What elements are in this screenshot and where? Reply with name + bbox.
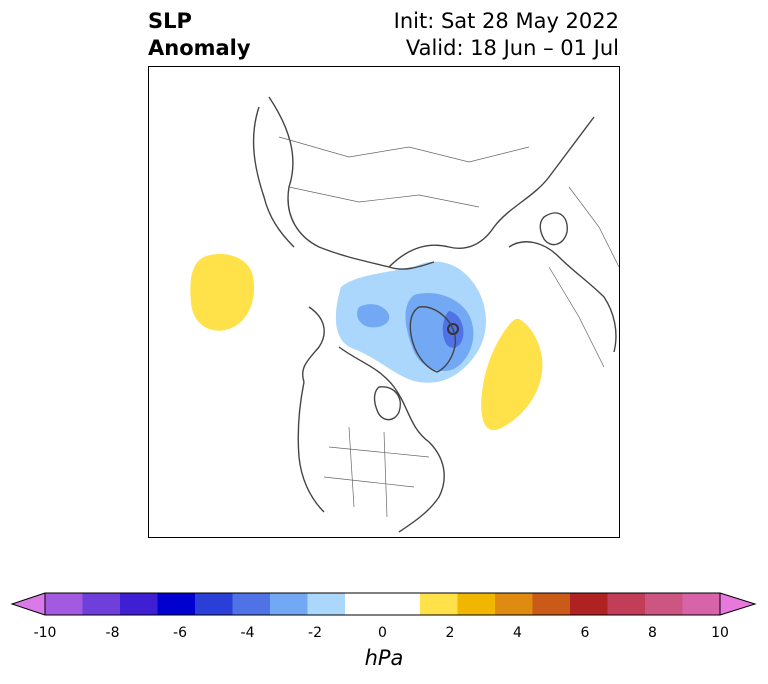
colorbar-cell bbox=[570, 593, 608, 615]
colorbar-tick-label: 10 bbox=[711, 625, 729, 641]
alaska-coast bbox=[302, 306, 325, 383]
colorbar-tick-label: 8 bbox=[648, 625, 657, 641]
positive-anomaly-atlantic bbox=[481, 318, 543, 431]
colorbar-cell bbox=[457, 593, 496, 615]
colorbar-cell bbox=[645, 593, 683, 615]
europe-coast bbox=[508, 241, 617, 353]
colorbar-cell bbox=[345, 593, 383, 615]
colorbar-cells bbox=[45, 593, 721, 615]
colorbar-tick-label: 2 bbox=[445, 625, 455, 641]
colorbar-left-arrow bbox=[12, 593, 45, 615]
colorbar-cell bbox=[270, 593, 308, 615]
border-7 bbox=[548, 266, 605, 368]
colorbar-cell bbox=[120, 593, 158, 615]
colorbar-cell bbox=[682, 593, 721, 615]
colorbar-cell bbox=[307, 593, 346, 615]
colorbar-cell bbox=[382, 593, 421, 615]
colorbar-right-arrow bbox=[720, 593, 755, 615]
colorbar-cell bbox=[232, 593, 271, 615]
negative-anomaly-middle bbox=[405, 293, 474, 372]
canada-arctic-coast bbox=[338, 346, 430, 443]
valid-range: Valid: 18 Jun – 01 Jul bbox=[405, 36, 619, 60]
coastlines bbox=[252, 96, 617, 533]
border-2 bbox=[288, 186, 480, 208]
greenland-coast bbox=[409, 306, 456, 373]
positive-anomaly-pacific bbox=[190, 254, 254, 331]
colorbar-tick-label: 6 bbox=[580, 625, 590, 641]
border-6 bbox=[383, 431, 388, 518]
colorbar-tick-label: -2 bbox=[308, 625, 322, 641]
border-8 bbox=[568, 186, 619, 268]
colorbar-right-arrow-outline bbox=[719, 592, 757, 616]
title-slp: SLP bbox=[148, 9, 192, 33]
init-date: Init: Sat 28 May 2022 bbox=[393, 9, 619, 33]
border-4 bbox=[323, 476, 415, 488]
siberia-coast bbox=[388, 116, 595, 268]
colorbar-outline bbox=[44, 592, 721, 616]
title-left: SLP Anomaly bbox=[148, 8, 251, 62]
colorbar-cell bbox=[420, 593, 458, 615]
map-panel bbox=[148, 66, 620, 538]
colorbar-tick-label: -4 bbox=[240, 625, 255, 641]
colorbar-cell bbox=[157, 593, 196, 615]
colorbar-cell bbox=[607, 593, 646, 615]
map-canvas bbox=[190, 96, 619, 533]
colorbar-cell bbox=[82, 593, 121, 615]
anomaly-center-marker bbox=[447, 323, 459, 335]
hudson-bay bbox=[373, 386, 401, 421]
colorbar-tick-label: 4 bbox=[513, 625, 522, 641]
eurasia-coast bbox=[268, 96, 435, 270]
negative-anomaly-west-lobe bbox=[357, 304, 390, 328]
scandinavia bbox=[539, 212, 568, 246]
colorbar-cell bbox=[532, 593, 571, 615]
colorbar-cell bbox=[495, 593, 533, 615]
political-borders bbox=[278, 136, 619, 518]
colorbar-unit: hPa bbox=[364, 646, 404, 670]
colorbar-tick-label: -6 bbox=[173, 625, 187, 641]
title-anomaly: Anomaly bbox=[148, 36, 251, 60]
colorbar-tick-label: -8 bbox=[105, 625, 120, 641]
colorbar-cell bbox=[45, 593, 83, 615]
border-1 bbox=[278, 136, 530, 163]
border-5 bbox=[348, 426, 355, 508]
east-asia-coast bbox=[252, 106, 295, 248]
border-3 bbox=[328, 446, 430, 458]
colorbar-cell bbox=[195, 593, 233, 615]
colorbar-left-arrow-outline bbox=[10, 592, 46, 616]
title-right: Init: Sat 28 May 2022 Valid: 18 Jun – 01… bbox=[394, 8, 619, 62]
colorbar bbox=[10, 592, 757, 616]
north-america-east-coast bbox=[398, 441, 445, 533]
colorbar-tick-label: 0 bbox=[378, 625, 387, 641]
colorbar-tick-label: -10 bbox=[33, 625, 57, 641]
north-america-west-coast bbox=[297, 381, 325, 513]
